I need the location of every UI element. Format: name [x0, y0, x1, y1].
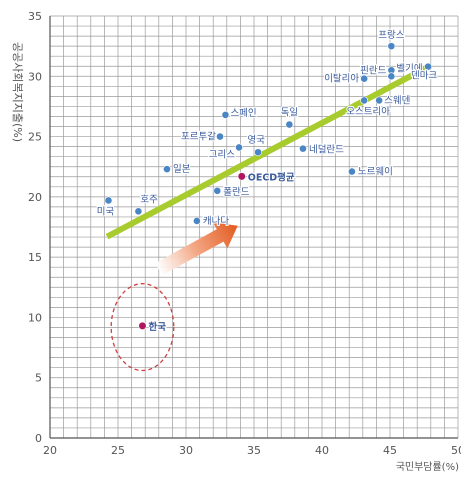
x-tick-label: 35 [247, 444, 261, 457]
point-label: 독일 [281, 108, 298, 119]
data-point [221, 110, 230, 119]
y-tick-label: 0 [35, 432, 42, 445]
point-label: 그리스 [209, 149, 235, 160]
x-tick-label: 45 [383, 444, 397, 457]
arrow-shape [155, 222, 238, 276]
point-label: 핀란드 [360, 64, 386, 76]
point-label: 한국 [148, 321, 166, 333]
data-point [134, 207, 143, 216]
data-point [213, 186, 222, 195]
point-label: 노르웨이 [358, 166, 393, 178]
data-point [235, 143, 243, 152]
point-label: 폴란드 [223, 186, 249, 198]
annotations [105, 62, 433, 372]
x-tick-label: 30 [179, 444, 193, 457]
x-tick-label: 20 [43, 444, 57, 457]
y-tick-label: 5 [35, 372, 42, 385]
x-tick-label: 25 [111, 444, 125, 457]
data-point [387, 42, 396, 51]
data-point [216, 132, 224, 141]
x-axis-label: 국민부담률(%) [396, 461, 459, 473]
point-label: 일본 [173, 164, 191, 175]
point-label: 캐나다 [203, 216, 229, 227]
data-point [299, 144, 307, 153]
trend-arrow [155, 222, 238, 276]
data-point [360, 96, 369, 105]
data-point [360, 74, 369, 83]
point-label: 벨기에 [396, 63, 422, 74]
axes: 20 25 30 35 40 45 50 0 5 10 15 20 25 30 35 [28, 10, 461, 457]
point-label: 네덜란드 [309, 144, 344, 156]
point-label: 스웨덴 [384, 94, 410, 106]
point-label: 스페인 [230, 108, 256, 119]
y-tick-label: 30 [28, 70, 42, 83]
point-label: 프랑스 [378, 29, 404, 41]
y-tick-label: 35 [28, 10, 42, 23]
point-label: 오스트리아 [346, 106, 390, 117]
data-point [254, 148, 262, 157]
point-label: 호주 [140, 194, 158, 205]
data-point [163, 165, 171, 174]
grid [49, 15, 459, 439]
x-tick-label: 50 [451, 444, 461, 457]
trend-line [105, 62, 433, 240]
data-point [285, 120, 294, 129]
data-point [348, 167, 356, 176]
highlight-circle [110, 283, 175, 372]
x-tick-label: 40 [315, 444, 329, 457]
point-label: 덴마크 [411, 71, 437, 82]
point-label: 이탈리아 [324, 73, 359, 85]
data-point [375, 96, 384, 105]
data-point [237, 172, 246, 181]
y-axis-label: 공공사회복지지출(%) [11, 42, 24, 142]
y-tick-label: 25 [28, 131, 42, 144]
data-point [138, 321, 147, 330]
data-point [387, 72, 396, 81]
point-label: 미국 [97, 206, 115, 217]
data-point [192, 217, 201, 225]
y-tick-label: 15 [28, 251, 42, 264]
point-label: OECD평균 [248, 171, 295, 183]
y-tick-label: 10 [28, 311, 42, 324]
point-label: 포르투갈 [181, 131, 216, 143]
y-tick-label: 20 [28, 191, 42, 204]
data-point [104, 196, 113, 205]
data-point [424, 62, 432, 71]
point-label: 영국 [247, 135, 265, 146]
